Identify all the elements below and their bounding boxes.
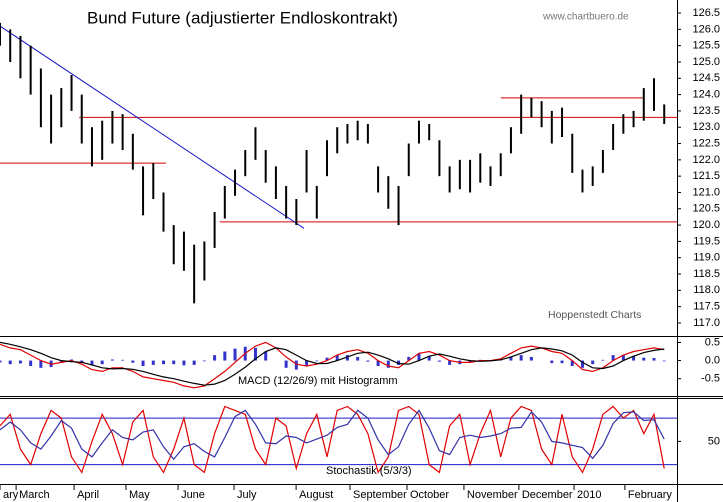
indicator-line — [0, 405, 665, 474]
y-tick-label: -0.5 — [701, 373, 720, 385]
y-tick-label: 50 — [708, 435, 720, 447]
x-tick-label: November — [467, 489, 518, 501]
x-tick-label: October — [410, 489, 449, 501]
y-tick-label: 126.5 — [692, 7, 720, 19]
y-tick-label: 125.0 — [692, 56, 720, 68]
y-tick-label: 0.5 — [705, 336, 720, 348]
y-tick-label: 117.0 — [693, 317, 720, 329]
x-tick-label: March — [19, 489, 50, 501]
y-tick-label: 123.5 — [692, 105, 720, 117]
x-tick-label: May — [129, 489, 150, 501]
y-tick-label: 121.5 — [692, 170, 720, 182]
x-tick-label: December — [522, 489, 573, 501]
y-tick-label: 117.5 — [693, 301, 720, 313]
indicator-line — [0, 409, 665, 461]
y-tick-label: 119.0 — [693, 252, 720, 264]
level-line — [0, 25, 305, 229]
y-tick-label: 122.0 — [692, 154, 720, 166]
source: www.chartbuero.de — [542, 12, 629, 23]
x-tick-label: August — [299, 489, 333, 501]
y-tick-label: 118.0 — [693, 284, 720, 296]
chart-title: Bund Future (adjustierter Endloskontrakt… — [87, 8, 398, 27]
y-tick-label: 0.0 — [705, 354, 720, 366]
y-tick-label: 118.5 — [693, 268, 720, 280]
y-tick-label: 120.0 — [692, 219, 720, 231]
x-tick-label: ary — [3, 489, 19, 501]
x-tick-label: September — [353, 489, 407, 501]
x-tick-label: June — [181, 489, 205, 501]
y-tick-label: 125.5 — [692, 40, 720, 52]
y-tick-label: 119.5 — [693, 235, 720, 247]
x-tick-label: April — [77, 489, 99, 501]
stochastic-label: Stochastik (5/3/3) — [326, 465, 412, 477]
x-tick-label: 2010 — [577, 489, 601, 501]
macd-label: MACD (12/26/9) mit Histogramm — [238, 375, 398, 387]
y-tick-label: 122.5 — [692, 137, 720, 149]
y-tick-label: 123.0 — [692, 121, 720, 133]
y-tick-label: 124.0 — [692, 89, 720, 101]
credit: Hoppenstedt Charts — [548, 309, 641, 321]
indicator-line — [0, 341, 665, 386]
x-tick-label: February — [628, 489, 673, 501]
x-tick-label: July — [237, 489, 257, 501]
y-tick-label: 124.5 — [692, 72, 720, 84]
y-tick-label: 126.0 — [692, 23, 720, 35]
y-tick-label: 121.0 — [692, 186, 720, 198]
y-tick-label: 120.5 — [692, 203, 720, 215]
